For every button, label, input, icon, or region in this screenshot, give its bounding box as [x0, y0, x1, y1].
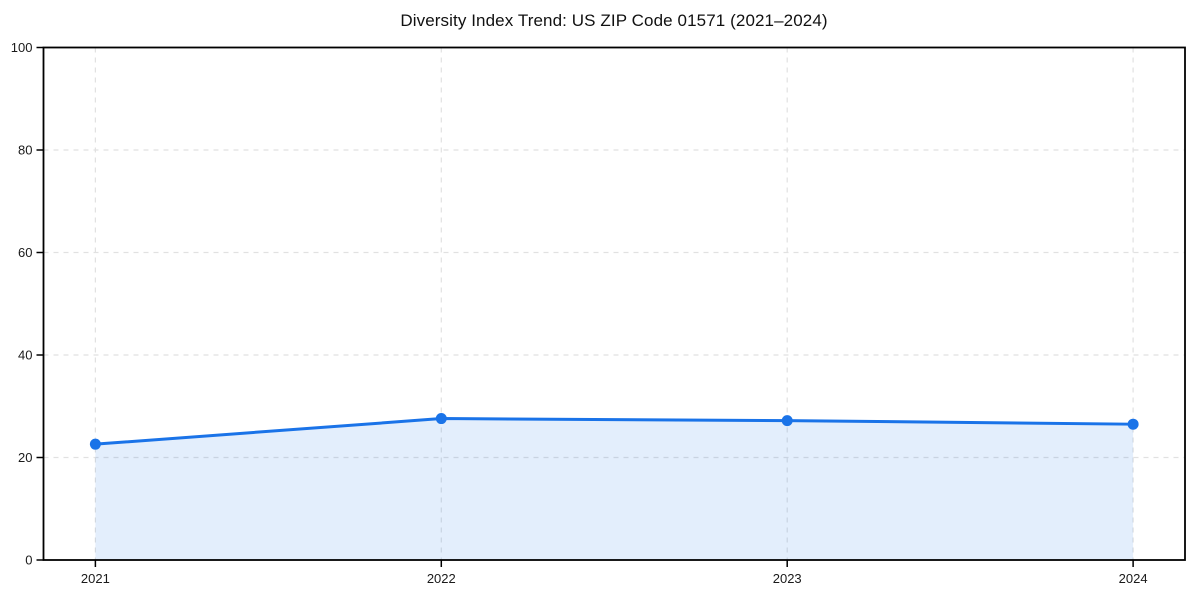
x-axis-tick-label: 2022	[427, 571, 456, 586]
data-point	[1127, 418, 1139, 430]
chart-title: Diversity Index Trend: US ZIP Code 01571…	[400, 11, 828, 30]
axes-frame	[42, 46, 1186, 561]
y-axis-tick-label: 100	[11, 40, 33, 55]
x-axis-tick-label: 2021	[81, 571, 110, 586]
y-axis-tick-label: 60	[18, 245, 32, 260]
x-axis-tick-label: 2024	[1119, 571, 1148, 586]
y-axis-tick-label: 40	[18, 348, 32, 363]
y-axis-tick-label: 80	[18, 143, 32, 158]
y-axis-tick-label: 0	[25, 553, 32, 568]
y-axis-tick-label: 20	[18, 450, 32, 465]
data-point	[781, 415, 793, 427]
data-point	[435, 413, 447, 425]
trend-line	[93, 417, 1135, 446]
x-axis-tick-label: 2023	[773, 571, 802, 586]
area-fill	[95, 418, 1134, 560]
data-point	[89, 438, 101, 450]
